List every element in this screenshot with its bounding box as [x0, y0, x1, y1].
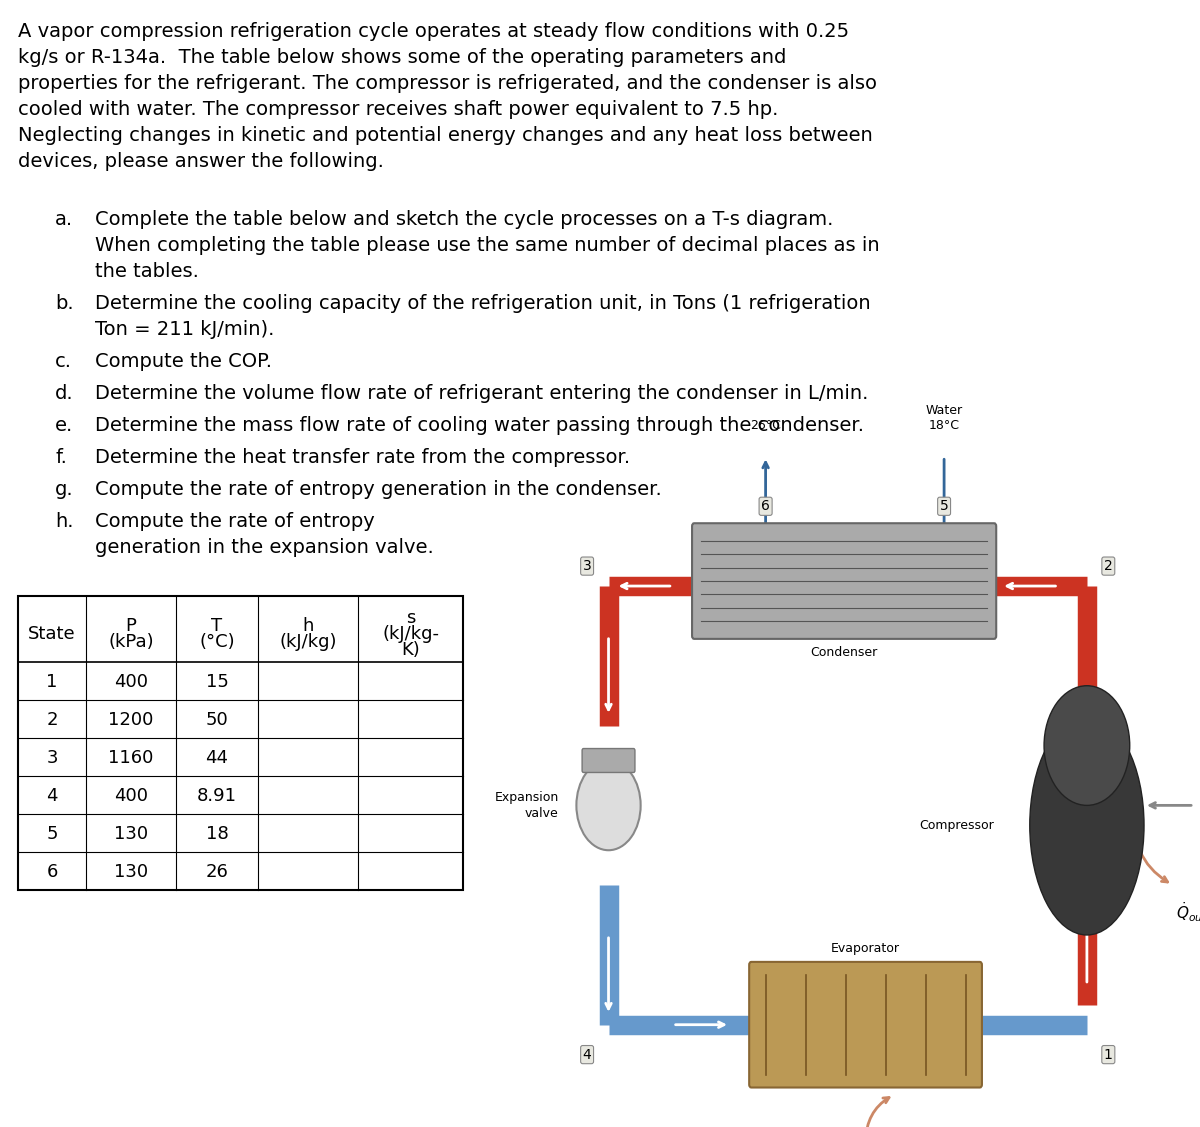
Text: the tables.: the tables.	[95, 261, 199, 281]
Text: 3: 3	[47, 749, 58, 767]
Text: Determine the cooling capacity of the refrigeration unit, in Tons (1 refrigerati: Determine the cooling capacity of the re…	[95, 294, 871, 313]
Text: kg/s or R-134a.  The table below shows some of the operating parameters and: kg/s or R-134a. The table below shows so…	[18, 48, 786, 66]
Text: P: P	[126, 616, 137, 635]
Text: Compute the rate of entropy: Compute the rate of entropy	[95, 512, 374, 531]
Text: s: s	[406, 609, 415, 627]
Text: Water
18°C: Water 18°C	[925, 403, 962, 432]
Text: a.: a.	[55, 210, 73, 229]
Text: 5: 5	[940, 499, 948, 513]
Text: Compressor: Compressor	[919, 819, 994, 832]
Text: Compute the COP.: Compute the COP.	[95, 352, 272, 371]
Text: Compute the rate of entropy generation in the condenser.: Compute the rate of entropy generation i…	[95, 480, 661, 499]
Text: e.: e.	[55, 416, 73, 435]
Text: Determine the heat transfer rate from the compressor.: Determine the heat transfer rate from th…	[95, 449, 630, 467]
Text: (kJ/kg-: (kJ/kg-	[382, 625, 439, 644]
Text: T: T	[211, 616, 222, 635]
Text: A vapor compression refrigeration cycle operates at steady flow conditions with : A vapor compression refrigeration cycle …	[18, 23, 850, 41]
Text: 400: 400	[114, 673, 148, 691]
Text: 1160: 1160	[108, 749, 154, 767]
Text: 3: 3	[583, 559, 592, 574]
Text: 6: 6	[47, 863, 58, 881]
Text: 2: 2	[47, 711, 58, 729]
Text: Evaporator: Evaporator	[832, 942, 900, 955]
Text: 50: 50	[205, 711, 228, 729]
Text: 8.91: 8.91	[197, 787, 238, 805]
Text: 1: 1	[1104, 1048, 1112, 1062]
Text: c.: c.	[55, 352, 72, 371]
Text: Determine the volume flow rate of refrigerant entering the condenser in L/min.: Determine the volume flow rate of refrig…	[95, 384, 869, 403]
Text: 5: 5	[47, 825, 58, 843]
Text: Neglecting changes in kinetic and potential energy changes and any heat loss bet: Neglecting changes in kinetic and potent…	[18, 126, 872, 145]
Text: 6: 6	[761, 499, 770, 513]
Text: $\dot{Q}_{out}$: $\dot{Q}_{out}$	[1176, 900, 1200, 924]
Text: 18: 18	[205, 825, 228, 843]
Text: Condenser: Condenser	[810, 646, 877, 659]
Text: Complete the table below and sketch the cycle processes on a T-s diagram.: Complete the table below and sketch the …	[95, 210, 833, 229]
Text: (kJ/kg): (kJ/kg)	[280, 633, 337, 651]
Text: Ton = 211 kJ/min).: Ton = 211 kJ/min).	[95, 320, 275, 339]
Text: 130: 130	[114, 863, 148, 881]
Text: properties for the refrigerant. The compressor is refrigerated, and the condense: properties for the refrigerant. The comp…	[18, 74, 877, 94]
Text: h: h	[302, 616, 313, 635]
Text: 400: 400	[114, 787, 148, 805]
Text: devices, please answer the following.: devices, please answer the following.	[18, 152, 384, 171]
Bar	[18, 596, 463, 890]
FancyBboxPatch shape	[582, 748, 635, 772]
Text: 4: 4	[47, 787, 58, 805]
Text: d.: d.	[55, 384, 73, 403]
Text: Expansion
valve: Expansion valve	[494, 791, 558, 819]
Text: 26: 26	[205, 863, 228, 881]
Text: 1200: 1200	[108, 711, 154, 729]
Text: When completing the table please use the same number of decimal places as in: When completing the table please use the…	[95, 236, 880, 255]
Text: State: State	[28, 625, 76, 644]
Text: $\dot{W}_{in}$: $\dot{W}_{in}$	[1198, 793, 1200, 817]
Text: 2: 2	[1104, 559, 1112, 574]
Text: b.: b.	[55, 294, 73, 313]
Text: Determine the mass flow rate of cooling water passing through the condenser.: Determine the mass flow rate of cooling …	[95, 416, 864, 435]
Text: 1: 1	[47, 673, 58, 691]
Text: (kPa): (kPa)	[108, 633, 154, 651]
Text: g.: g.	[55, 480, 73, 499]
Text: f.: f.	[55, 449, 67, 467]
Ellipse shape	[1030, 716, 1144, 935]
Text: 15: 15	[205, 673, 228, 691]
Ellipse shape	[1044, 685, 1129, 806]
Text: generation in the expansion valve.: generation in the expansion valve.	[95, 538, 433, 557]
Text: (°C): (°C)	[199, 633, 235, 651]
Text: 44: 44	[205, 749, 228, 767]
FancyBboxPatch shape	[692, 523, 996, 639]
Text: cooled with water. The compressor receives shaft power equivalent to 7.5 hp.: cooled with water. The compressor receiv…	[18, 100, 779, 119]
Text: 26°C: 26°C	[750, 418, 781, 432]
Text: h.: h.	[55, 512, 73, 531]
Text: 130: 130	[114, 825, 148, 843]
Text: K): K)	[401, 641, 420, 659]
FancyBboxPatch shape	[749, 962, 982, 1088]
Circle shape	[576, 761, 641, 850]
Text: 4: 4	[583, 1048, 592, 1062]
